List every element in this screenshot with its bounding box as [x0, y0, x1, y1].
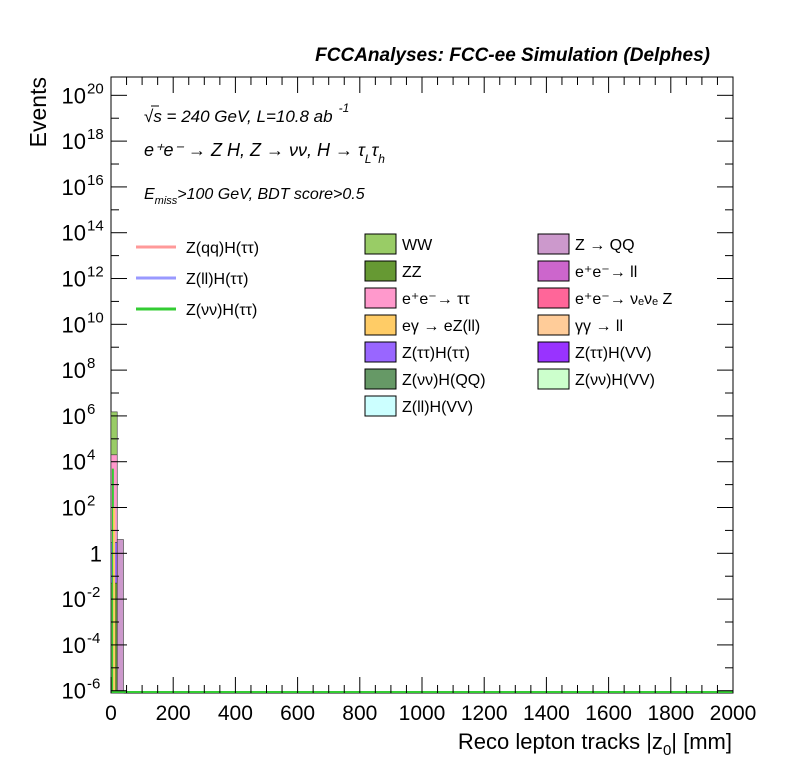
x-tick-label: 200: [156, 702, 191, 725]
y-tick-exponent: 12: [87, 264, 104, 281]
y-tick-label: 10: [62, 312, 86, 337]
legend-backgrounds: WW ZZ e⁺e⁻→ ττ eγ → eZ(ll) Z(ττ)H(ττ) Z(νν)H(…: [364, 233, 672, 417]
legend-box-label: e⁺e⁻→ ττ: [402, 291, 470, 308]
y-tick-exponent: 18: [87, 126, 104, 143]
y-tick-label: 10: [62, 450, 86, 475]
y-tick-label: 10: [62, 175, 86, 200]
legend-box-swatch: [537, 368, 570, 390]
legend-box-swatch: [364, 368, 397, 390]
x-axis-ticks: 0 200 400 600 800 1000 1200 1400 1600 1800 2000: [105, 77, 756, 725]
y-tick-label: 1: [90, 541, 102, 566]
y-tick-label: 10: [62, 83, 86, 108]
legend-box-label: Z(νν)H(VV): [575, 372, 655, 389]
legend-box-swatch: [364, 395, 397, 417]
y-tick-label: 10: [62, 358, 86, 383]
annotation-process: e⁺e⁻ → Z H, Z → νν, H → τLτh: [144, 140, 385, 166]
legend-box-label: e⁺e⁻→ ll: [575, 264, 637, 281]
histogram-bar: [116, 539, 124, 694]
legend-line-label: Z(qq)H(ττ): [186, 240, 259, 257]
y-tick-label: 10: [62, 129, 86, 154]
y-axis-label: Events: [25, 77, 51, 147]
y-tick-exponent: 4: [87, 447, 95, 464]
y-tick-label: 10: [62, 221, 86, 246]
y-tick-exponent: 16: [87, 172, 104, 189]
legend-box-label: eγ → eZ(ll): [402, 318, 480, 335]
y-tick-label: 10: [62, 679, 86, 704]
legend-box-swatch: [537, 233, 570, 255]
legend-line-label: Z(ll)H(ττ): [186, 271, 248, 288]
x-tick-label: 1800: [647, 702, 694, 725]
legend-box-label: ZZ: [402, 264, 422, 281]
x-tick-label: 800: [342, 702, 377, 725]
legend-box-swatch: [364, 260, 397, 282]
y-tick-exponent: 6: [87, 401, 95, 418]
x-tick-label: 1000: [399, 702, 446, 725]
y-tick-exponent: -2: [87, 584, 100, 601]
y-tick-label: 10: [62, 267, 86, 292]
signal-lines: [111, 468, 116, 693]
legend-box-label: γγ → ll: [575, 318, 623, 335]
annotation-energy: √s = 240 GeV, L=10.8 ab -1: [144, 101, 349, 126]
legend-box-label: Z → QQ: [575, 237, 635, 254]
x-axis-label: Reco lepton tracks |z0| [mm]: [458, 729, 732, 759]
legend-box-label: Z(ττ)H(VV): [575, 345, 652, 362]
legend-box-swatch: [364, 314, 397, 336]
x-tick-label: 0: [105, 702, 117, 725]
x-tick-label: 400: [218, 702, 253, 725]
legend-line-label: Z(νν)H(ττ): [186, 302, 257, 319]
y-tick-label: 10: [62, 633, 86, 658]
legend-box-label: WW: [402, 237, 433, 254]
x-tick-label: 1400: [523, 702, 570, 725]
y-tick-exponent: -6: [87, 676, 100, 693]
y-tick-label: 10: [62, 587, 86, 612]
legend-box-swatch: [537, 341, 570, 363]
x-tick-label: 600: [280, 702, 315, 725]
y-tick-exponent: 2: [87, 493, 95, 510]
y-tick-label: 10: [62, 404, 86, 429]
legend-box-swatch: [364, 233, 397, 255]
y-tick-label: 10: [62, 496, 86, 521]
x-tick-label: 2000: [710, 702, 757, 725]
legend-box-label: Z(νν)H(QQ): [402, 372, 486, 389]
x-tick-label: 1600: [585, 702, 632, 725]
legend-box-swatch: [364, 341, 397, 363]
legend-box-label: Z(ττ)H(ττ): [402, 345, 470, 362]
y-tick-exponent: 20: [87, 80, 104, 97]
legend-box-swatch: [537, 314, 570, 336]
annotation-cuts: Emiss>100 GeV, BDT score>0.5: [144, 186, 365, 207]
y-tick-exponent: 8: [87, 355, 95, 372]
y-tick-exponent: 14: [87, 218, 104, 235]
legend-box-swatch: [364, 287, 397, 309]
chart-title: FCCAnalyses: FCC-ee Simulation (Delphes): [315, 45, 710, 66]
y-tick-exponent: 10: [87, 309, 104, 326]
legend-box-label: Z(ll)H(VV): [402, 399, 473, 416]
x-tick-label: 1200: [461, 702, 508, 725]
legend-signal: Z(qq)H(ττ) Z(ll)H(ττ) Z(νν)H(ττ): [136, 240, 259, 319]
legend-box-swatch: [537, 260, 570, 282]
legend-box-label: e⁺e⁻→ νₑνₑ Z: [575, 291, 672, 308]
y-tick-exponent: -4: [87, 630, 100, 647]
legend-box-swatch: [537, 287, 570, 309]
